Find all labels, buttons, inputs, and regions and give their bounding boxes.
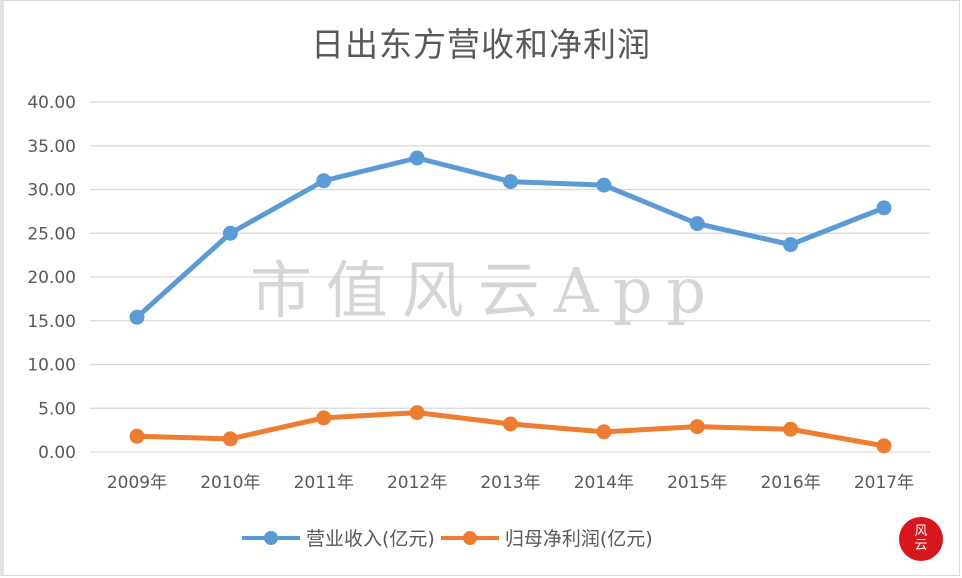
x-tick-label: 2010年	[200, 473, 260, 493]
data-point-marker	[503, 174, 518, 190]
badge-text-2: 云	[914, 538, 928, 553]
x-tick-label: 2015年	[667, 473, 727, 493]
data-point-marker	[129, 309, 145, 325]
data-point-marker	[876, 438, 892, 454]
y-tick-label: 10.00	[27, 356, 76, 376]
watermark-text: 市值风云App	[250, 254, 720, 327]
data-point-marker	[876, 200, 892, 216]
badge-text-1: 风	[914, 524, 928, 539]
y-tick-label: 20.00	[27, 268, 76, 288]
data-point-marker	[129, 428, 145, 444]
data-point-marker	[783, 237, 799, 253]
x-tick-label: 2016年	[760, 473, 820, 493]
y-tick-label: 15.00	[27, 312, 76, 332]
legend-item-net-profit: 归母净利润(亿元)	[440, 524, 653, 551]
x-tick-label: 2009年	[107, 473, 167, 493]
data-point-marker	[409, 150, 425, 166]
legend-item-revenue: 营业收入(亿元)	[242, 524, 435, 551]
y-tick-label: 5.00	[38, 399, 76, 419]
data-point-marker	[316, 410, 332, 426]
legend-swatch-revenue	[242, 530, 300, 545]
chart-legend: 营业收入(亿元) 归母净利润(亿元)	[242, 524, 653, 551]
data-point-marker	[409, 405, 425, 421]
data-point-marker	[596, 424, 612, 440]
x-tick-label: 2014年	[574, 473, 634, 493]
data-point-marker	[596, 177, 612, 193]
y-tick-label: 30.00	[27, 181, 76, 201]
y-tick-label: 25.00	[27, 224, 76, 244]
x-tick-label: 2013年	[480, 473, 540, 493]
data-point-marker	[503, 416, 518, 432]
brand-logo-icon: 风 云	[899, 517, 943, 561]
data-point-marker	[316, 173, 332, 189]
x-tick-label: 2011年	[294, 473, 354, 493]
data-point-marker	[222, 431, 238, 447]
y-tick-label: 35.00	[27, 137, 76, 157]
legend-label-revenue: 营业收入(亿元)	[306, 528, 435, 550]
data-point-marker	[222, 225, 238, 241]
chart-title: 日出东方营收和净利润	[311, 25, 651, 64]
y-tick-label: 40.00	[27, 93, 76, 113]
x-tick-label: 2017年	[854, 473, 914, 493]
data-point-marker	[689, 419, 705, 435]
legend-label-net-profit: 归母净利润(亿元)	[504, 528, 653, 550]
x-tick-label: 2012年	[387, 473, 447, 493]
data-point-marker	[689, 216, 705, 232]
legend-swatch-net-profit	[440, 530, 499, 545]
data-point-marker	[783, 421, 799, 437]
y-tick-label: 0.00	[38, 443, 76, 463]
